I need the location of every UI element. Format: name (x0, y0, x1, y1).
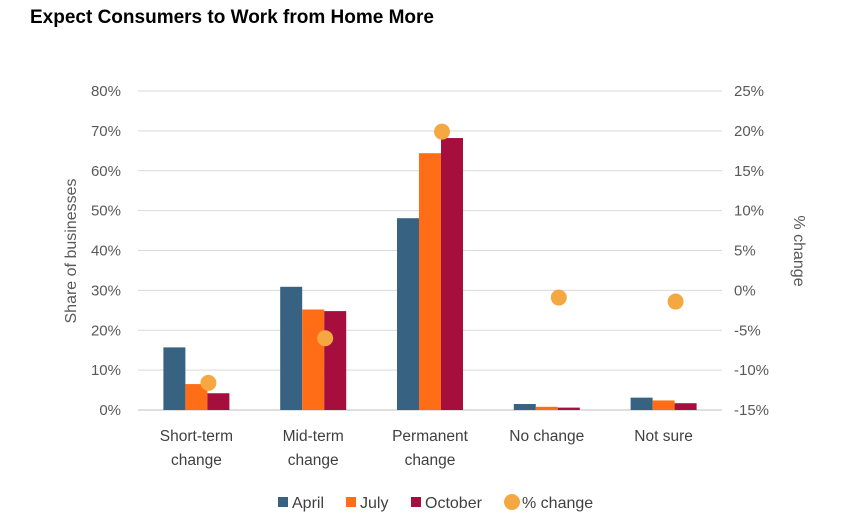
percent-change-marker (550, 289, 567, 306)
left-tick-label: 60% (91, 163, 121, 180)
right-tick-label: 0% (734, 282, 756, 299)
right-tick-label: -15% (734, 402, 769, 419)
category-label: Permanent (392, 428, 469, 445)
bar-july (302, 309, 325, 410)
category-label: No change (509, 428, 584, 445)
category-label: Short-term (160, 428, 233, 445)
left-tick-label: 0% (99, 402, 121, 419)
right-axis-ticks: -15% -10% -5% 0% 5% 10% 15% 20% 25% (734, 83, 769, 419)
right-tick-label: 20% (734, 123, 764, 140)
bar-october (441, 138, 463, 411)
right-tick-label: 5% (734, 243, 756, 260)
percent-change-markers (200, 123, 684, 391)
bar-series (163, 138, 697, 411)
right-tick-label: -5% (734, 322, 761, 339)
category-label: change (171, 452, 222, 469)
legend-label: % change (522, 495, 593, 512)
percent-change-marker (434, 123, 450, 140)
legend-swatch-october (411, 497, 421, 507)
category-label: change (405, 452, 456, 469)
legend-swatch-july (346, 497, 356, 507)
category-label: change (288, 452, 339, 469)
bar-april (397, 218, 419, 410)
left-tick-label: 50% (91, 203, 121, 220)
left-axis-title: Share of businesses (63, 179, 80, 324)
left-axis-ticks: 0% 10% 20% 30% 40% 50% 60% 70% 80% (91, 83, 121, 419)
bar-april (513, 404, 536, 410)
percent-change-marker (317, 330, 334, 347)
right-tick-label: 25% (734, 83, 764, 100)
bar-july (652, 400, 675, 410)
bar-october (207, 393, 230, 410)
bar-april (280, 286, 303, 410)
left-tick-label: 20% (91, 322, 121, 339)
percent-change-marker (200, 374, 217, 391)
left-tick-label: 80% (91, 83, 121, 100)
percent-change-marker (667, 293, 684, 310)
left-tick-label: 10% (91, 362, 121, 379)
bar-october (674, 403, 697, 410)
right-tick-label: 15% (734, 163, 764, 180)
bar-april (630, 397, 653, 410)
right-axis-title: % change (790, 215, 807, 286)
legend-label: April (292, 495, 324, 512)
bar-april (163, 347, 186, 410)
bar-july (535, 406, 558, 410)
bar-october (324, 311, 347, 410)
chart-title: Expect Consumers to Work from Home More (30, 7, 435, 28)
right-tick-label: -10% (734, 362, 769, 379)
legend-label: October (425, 495, 483, 512)
legend: April July October % change (278, 494, 593, 512)
category-label: Not sure (634, 428, 693, 445)
category-label: Mid-term (283, 428, 344, 445)
legend-label: July (360, 495, 388, 512)
legend-swatch-percent-change (504, 494, 520, 510)
left-tick-label: 30% (91, 282, 121, 299)
left-tick-label: 40% (91, 243, 121, 260)
bar-july (185, 384, 208, 410)
right-tick-label: 10% (734, 203, 764, 220)
bar-october (557, 407, 580, 410)
legend-swatch-april (278, 497, 288, 507)
left-tick-label: 70% (91, 123, 121, 140)
bar-july (419, 153, 441, 410)
category-labels: Short-term change Mid-term change Permanent c… (160, 428, 693, 469)
